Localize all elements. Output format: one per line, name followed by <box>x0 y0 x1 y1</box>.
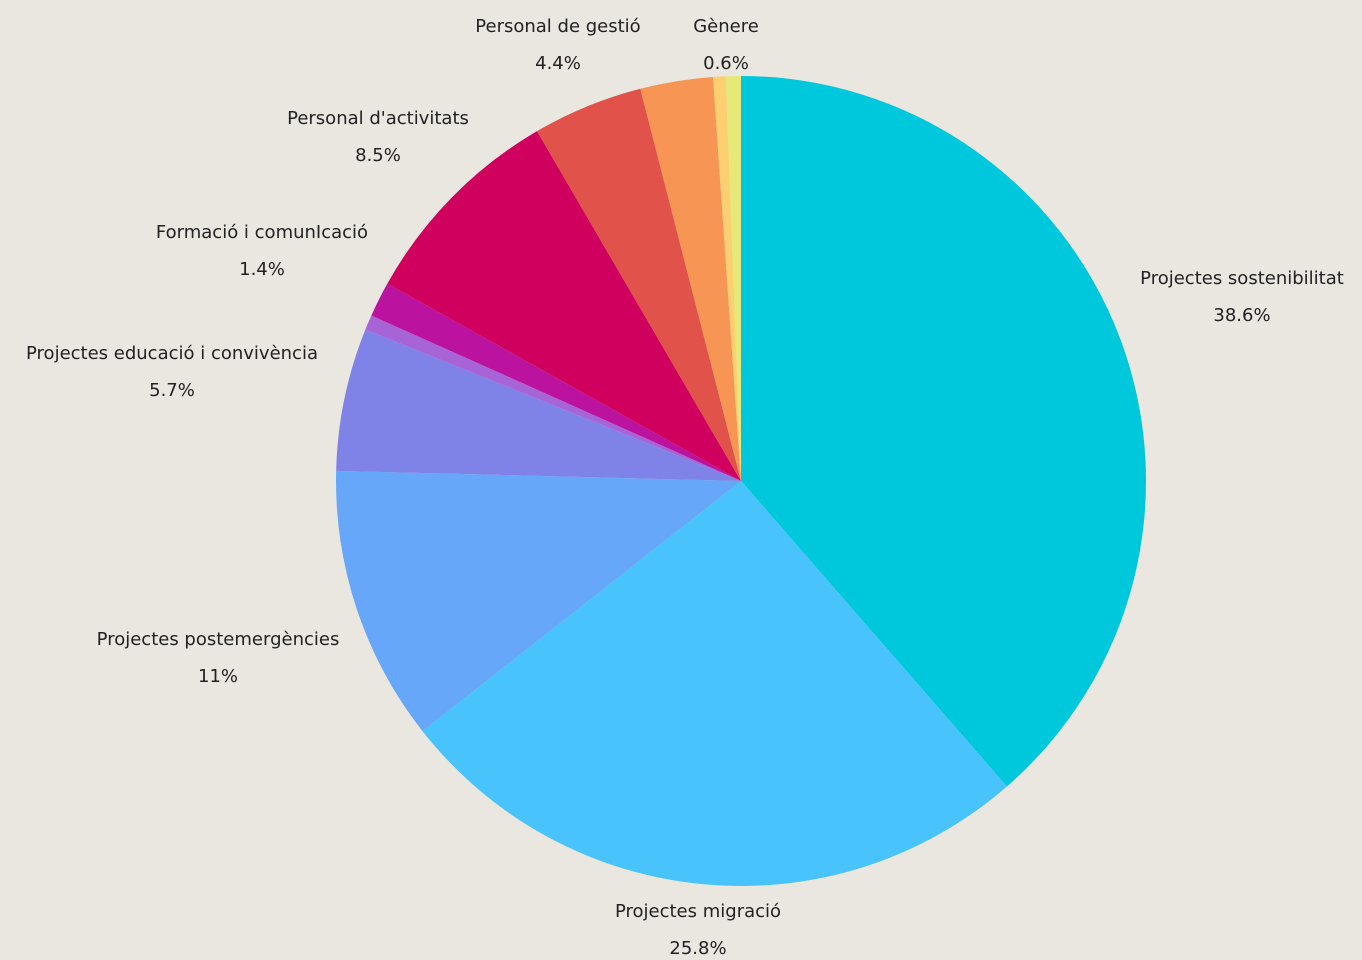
slice-value-label-7: 4.4% <box>535 53 581 74</box>
pie-slice-9[interactable] <box>713 76 741 481</box>
slice-value-label-1: 25.8% <box>669 938 727 959</box>
pie-slice-5[interactable] <box>371 283 741 481</box>
slice-value-label-5: 1.4% <box>239 259 285 280</box>
pie-slice-2[interactable] <box>336 470 741 732</box>
slice-label-10: Gènere <box>693 16 759 37</box>
slice-value-label-6: 8.5% <box>355 145 401 166</box>
slice-value-label-0: 38.6% <box>1213 305 1271 326</box>
pie-slice-1[interactable] <box>422 481 1007 887</box>
slice-value-label-10: 0.6% <box>703 53 749 74</box>
pie-slice-4[interactable] <box>365 315 741 482</box>
pie-slice-3[interactable] <box>336 329 741 481</box>
slice-label-7: Personal de gestió <box>475 16 641 37</box>
slice-value-label-2: 11% <box>197 666 239 687</box>
slice-label-2: Projectes postemergències <box>96 629 340 650</box>
pie-slice-7[interactable] <box>537 88 741 481</box>
pie-slice-10[interactable] <box>725 76 741 481</box>
slice-label-1: Projectes migració <box>614 901 782 922</box>
slice-value-label-3: 5.7% <box>149 380 195 401</box>
pie-slice-8[interactable] <box>640 76 741 481</box>
slice-label-0: Projectes sostenibilitat <box>1140 268 1344 289</box>
slice-label-6: Personal d'activitats <box>287 108 469 129</box>
slice-label-5: Formació i comunIcació <box>155 222 369 243</box>
pie-slice-6[interactable] <box>387 131 741 482</box>
pie-slice-0[interactable] <box>741 76 1147 787</box>
slice-label-3: Projectes educació i convivència <box>26 343 318 364</box>
